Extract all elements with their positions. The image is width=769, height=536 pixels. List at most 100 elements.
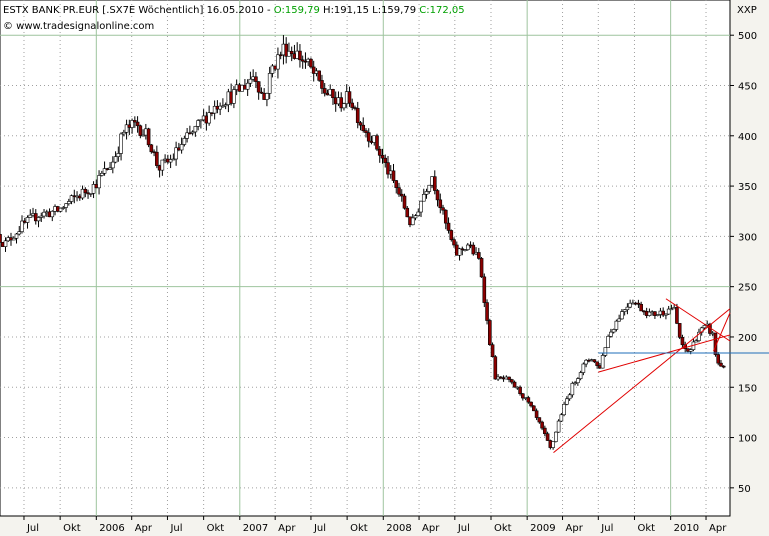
candle-body <box>609 331 613 337</box>
header-open: O:159,79 <box>274 5 320 16</box>
y-axis: 50 100 150 200 250 300 350 400 450 500 <box>730 31 757 495</box>
candle-body <box>149 144 154 153</box>
candle-body <box>688 349 693 352</box>
candle-body <box>309 58 313 68</box>
candle-body <box>146 128 151 146</box>
candle-body <box>113 156 118 163</box>
candle-body <box>155 151 159 166</box>
candle-body <box>518 386 522 395</box>
trendline <box>553 308 731 454</box>
candle-body <box>399 193 404 197</box>
candle-body <box>545 433 550 441</box>
x-tick-label: 2009 <box>530 523 555 534</box>
candle-body <box>116 153 121 157</box>
candle-body <box>350 102 355 108</box>
candle-body <box>89 193 93 195</box>
candle-body <box>366 132 371 142</box>
candle-body <box>265 93 269 100</box>
candle-body <box>499 376 503 379</box>
candle-body <box>102 168 107 174</box>
candle-body <box>600 355 605 369</box>
candle-body <box>666 308 671 315</box>
candle-body <box>584 359 588 365</box>
candle-body <box>254 76 258 82</box>
candle-body <box>364 130 368 133</box>
candle-body <box>135 121 140 127</box>
candle-body <box>397 187 401 195</box>
candle-body <box>331 89 335 99</box>
candle-body <box>424 191 429 195</box>
candle-body <box>300 59 305 62</box>
candle-body <box>606 335 610 348</box>
x-tick-label: Jul <box>457 523 470 534</box>
candle-body <box>402 195 407 209</box>
candle-body <box>694 340 698 343</box>
candle-body <box>42 211 46 217</box>
candle-body <box>174 147 178 160</box>
y-tick-label: 350 <box>738 182 757 193</box>
candle-body <box>108 167 112 170</box>
candle-body <box>50 210 55 218</box>
candle-body <box>413 215 418 219</box>
candle-body <box>232 89 236 104</box>
candle-body <box>488 320 492 346</box>
candle-body <box>386 162 390 175</box>
candle-body <box>256 81 261 93</box>
candle-body <box>620 311 624 320</box>
candle-body <box>432 176 437 191</box>
y-tick-label: 50 <box>738 484 751 495</box>
candle-body <box>28 214 33 218</box>
candle-body <box>419 200 423 213</box>
x-axis: Jul Okt 2006 Apr Jul Okt 2007 Apr Jul Okt 2008 Apr J… <box>23 516 727 534</box>
candle-body <box>625 306 630 311</box>
candle-body <box>83 188 88 194</box>
candle-body <box>380 155 385 159</box>
candle-body <box>628 302 632 308</box>
candle-body <box>196 120 200 127</box>
candle-body <box>573 382 577 385</box>
candle-body <box>669 308 674 311</box>
candle-body <box>477 252 481 259</box>
candle-body <box>61 207 66 209</box>
candle-body <box>133 120 137 123</box>
x-tick-label: Apr <box>422 523 440 534</box>
candle-body <box>438 199 443 209</box>
candle-body <box>358 122 363 126</box>
x-tick-label: Okt <box>637 523 655 534</box>
candle-body <box>91 184 96 194</box>
candle-body <box>510 379 514 383</box>
candle-body <box>697 331 701 341</box>
candle-body <box>405 207 410 218</box>
y-tick-label: 100 <box>738 434 757 445</box>
candle-body <box>559 414 564 422</box>
trendline <box>713 312 731 352</box>
candle-body <box>655 314 660 316</box>
candle-body <box>223 104 228 107</box>
candle-body <box>185 132 189 139</box>
candle-body <box>267 73 272 94</box>
candle-body <box>130 120 134 128</box>
x-tick-label: Okt <box>207 523 225 534</box>
x-tick-label: Jul <box>600 523 613 534</box>
header-info: ESTX BANK PR.EUR [.SX7E Wöchentlich] 16.… <box>3 5 465 16</box>
candle-body <box>311 66 316 74</box>
candle-body <box>248 78 253 84</box>
candle-body <box>14 233 19 239</box>
candle-body <box>212 105 217 114</box>
x-tick-label: 2007 <box>243 523 268 534</box>
candle-body <box>622 309 627 312</box>
candle-body <box>39 215 44 218</box>
candle-body <box>278 54 283 57</box>
candle-body <box>677 323 682 338</box>
candle-body <box>383 157 388 163</box>
candle-body <box>556 420 561 433</box>
candle-body <box>284 43 288 57</box>
candle-body <box>182 138 187 145</box>
candle-body <box>64 203 68 208</box>
candle-body <box>716 354 721 364</box>
candle-body <box>554 431 558 442</box>
candle-body <box>342 103 346 109</box>
candle-body <box>199 119 203 122</box>
candle-body <box>471 244 476 255</box>
candle-body <box>611 329 616 333</box>
